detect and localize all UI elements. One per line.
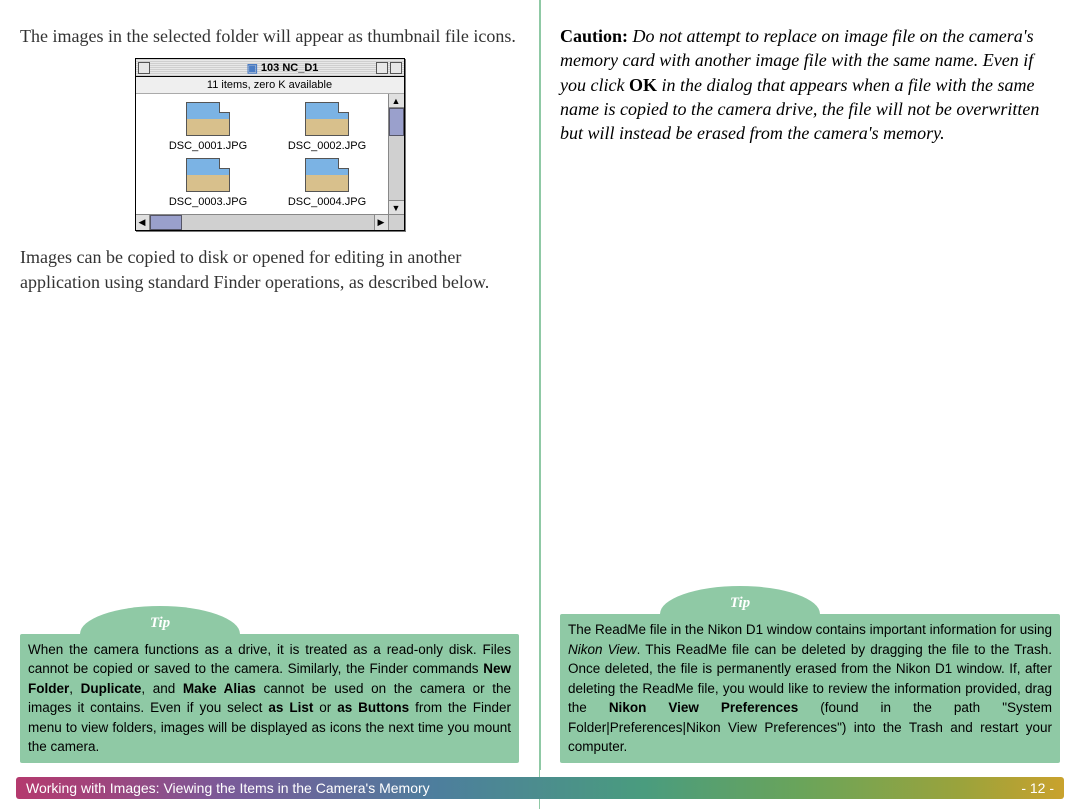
tip-box-left: Tip When the camera functions as a drive…	[20, 634, 519, 763]
left-column: The images in the selected folder will a…	[0, 0, 540, 809]
below-text: Images can be copied to disk or opened f…	[20, 245, 519, 294]
thumbnail-icon	[186, 102, 230, 136]
scroll-right-icon[interactable]: ▶	[374, 215, 388, 230]
resize-corner-icon[interactable]	[388, 215, 404, 230]
finder-status: 11 items, zero K available	[136, 77, 404, 94]
scroll-thumb[interactable]	[389, 108, 404, 136]
finder-window: ▣ 103 NC_D1 11 items, zero K available D…	[135, 58, 405, 231]
close-icon[interactable]	[138, 62, 150, 74]
zoom-icon[interactable]	[376, 62, 388, 74]
horizontal-scrollbar[interactable]: ◀ ▶	[136, 214, 404, 230]
file-label: DSC_0003.JPG	[154, 196, 263, 208]
scroll-left-icon[interactable]: ◀	[136, 215, 150, 230]
file-label: DSC_0002.JPG	[273, 140, 382, 152]
page-number: - 12 -	[1021, 780, 1054, 796]
file-item[interactable]: DSC_0003.JPG	[154, 158, 263, 208]
finder-titlebar: ▣ 103 NC_D1	[136, 59, 404, 77]
tip-tab: Tip	[80, 606, 240, 634]
tip-label: Tip	[150, 615, 170, 631]
scroll-thumb[interactable]	[150, 215, 182, 230]
scroll-up-icon[interactable]: ▲	[389, 94, 404, 108]
vertical-scrollbar[interactable]: ▲ ▼	[388, 94, 404, 214]
tip-text: The ReadMe file in the Nikon D1 window c…	[568, 620, 1052, 757]
thumbnail-icon	[305, 102, 349, 136]
tip-tab: Tip	[660, 586, 820, 614]
finder-title: ▣ 103 NC_D1	[190, 61, 376, 75]
file-label: DSC_0004.JPG	[273, 196, 382, 208]
footer-text: Working with Images: Viewing the Items i…	[26, 780, 430, 796]
file-item[interactable]: DSC_0001.JPG	[154, 102, 263, 152]
collapse-icon[interactable]	[390, 62, 402, 74]
right-column: Caution: Do not attempt to replace on im…	[540, 0, 1080, 809]
caution-text: Caution: Do not attempt to replace on im…	[560, 24, 1060, 145]
thumbnail-icon	[305, 158, 349, 192]
footer-bar: Working with Images: Viewing the Items i…	[16, 777, 1064, 799]
folder-icon: ▣	[247, 61, 258, 75]
thumbnail-grid: DSC_0001.JPG DSC_0002.JPG DSC_0003.JPG D…	[136, 94, 388, 214]
scroll-down-icon[interactable]: ▼	[389, 200, 404, 214]
intro-text: The images in the selected folder will a…	[20, 24, 519, 48]
file-item[interactable]: DSC_0002.JPG	[273, 102, 382, 152]
tip-label: Tip	[730, 595, 750, 611]
tip-text: When the camera functions as a drive, it…	[28, 640, 511, 757]
thumbnail-icon	[186, 158, 230, 192]
finder-title-label: 103 NC_D1	[261, 62, 318, 74]
file-item[interactable]: DSC_0004.JPG	[273, 158, 382, 208]
file-label: DSC_0001.JPG	[154, 140, 263, 152]
tip-box-right: Tip The ReadMe file in the Nikon D1 wind…	[560, 614, 1060, 763]
